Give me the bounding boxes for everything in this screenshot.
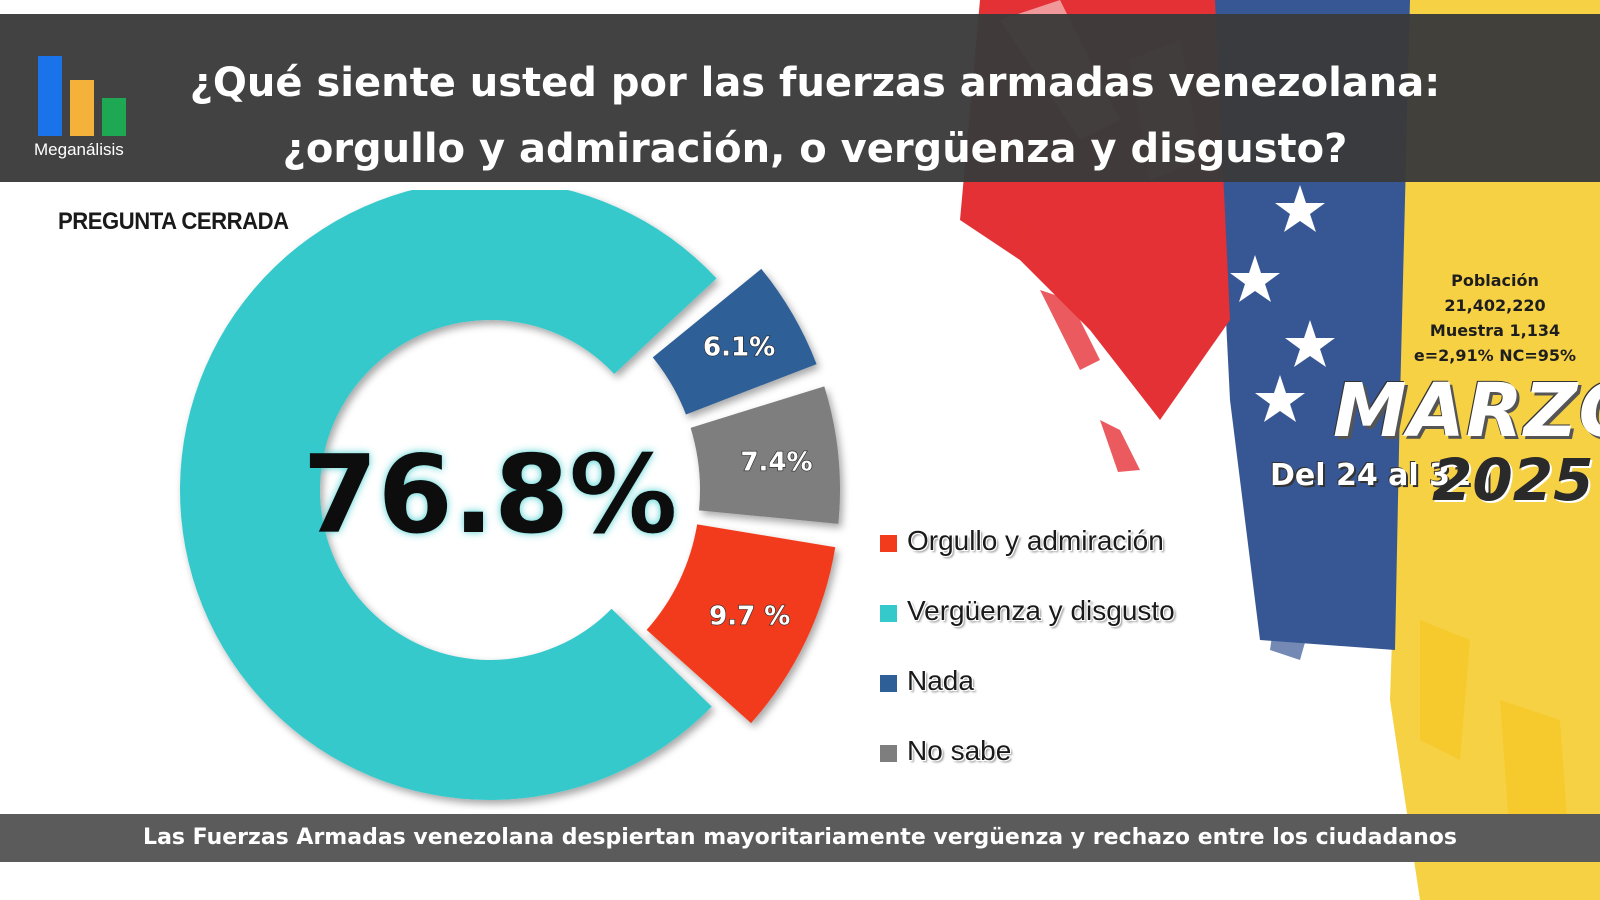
population-label: Población bbox=[1451, 271, 1539, 290]
footer-banner: Las Fuerzas Armadas venezolana despierta… bbox=[0, 814, 1600, 862]
legend-label: No sabe bbox=[907, 735, 1012, 766]
logo-bar-orange bbox=[70, 80, 94, 136]
legend-label: Orgullo y admiración bbox=[907, 525, 1164, 556]
title-line-1: ¿Qué siente usted por las fuerzas armada… bbox=[189, 60, 1441, 106]
donut-slice-no-sabe bbox=[690, 386, 840, 524]
donut-slice-verg-enza-y-disgusto bbox=[180, 190, 717, 800]
legend-swatch-verguenza bbox=[880, 605, 897, 622]
legend-swatch-orgullo bbox=[880, 535, 897, 552]
survey-dates: Del 24 al 31 | bbox=[1270, 458, 1493, 493]
logo-text: Meganálisis bbox=[34, 140, 124, 159]
slice-value-label: 7.4% bbox=[740, 448, 812, 478]
page-title: ¿Qué siente usted por las fuerzas armada… bbox=[165, 50, 1465, 182]
logo-bar-green bbox=[102, 98, 126, 136]
center-value-label: 76.8% bbox=[303, 433, 678, 558]
legend-swatch-no-sabe bbox=[880, 745, 897, 762]
sample-size: Muestra 1,134 bbox=[1429, 321, 1561, 340]
donut-slice-nada bbox=[652, 268, 817, 415]
margin-of-error: e=2,91% NC=95% bbox=[1413, 346, 1577, 365]
title-line-2: ¿orgullo y admiración, o vergüenza y dis… bbox=[282, 126, 1348, 172]
title-banner: Meganálisis ¿Qué siente usted por las fu… bbox=[0, 14, 1600, 182]
legend-label: Vergüenza y disgusto bbox=[907, 595, 1175, 626]
survey-month: MARZO bbox=[1333, 368, 1600, 454]
logo-bar-blue bbox=[38, 56, 62, 136]
bar-chart-icon bbox=[38, 56, 138, 136]
slice-value-label: 9.7 % bbox=[709, 601, 790, 631]
slice-value-label: 6.1% bbox=[703, 332, 775, 362]
survey-info: Población 21,402,220 Muestra 1,134 e=2,9… bbox=[1395, 268, 1595, 368]
meganalisis-logo: Meganálisis bbox=[30, 42, 140, 162]
legend-swatch-nada bbox=[880, 675, 897, 692]
survey-year: 2025 bbox=[1432, 446, 1594, 514]
donut-chart: 6.1% 7.4% 9.7 % 76.8% bbox=[180, 190, 840, 800]
population-value: 21,402,220 bbox=[1444, 296, 1546, 315]
question-type-label: PREGUNTA CERRADA bbox=[58, 208, 289, 235]
legend-label: Nada bbox=[907, 665, 974, 696]
donut-slice-orgullo-y-admiraci-n bbox=[646, 524, 836, 724]
footer-caption: Las Fuerzas Armadas venezolana despierta… bbox=[143, 825, 1457, 850]
